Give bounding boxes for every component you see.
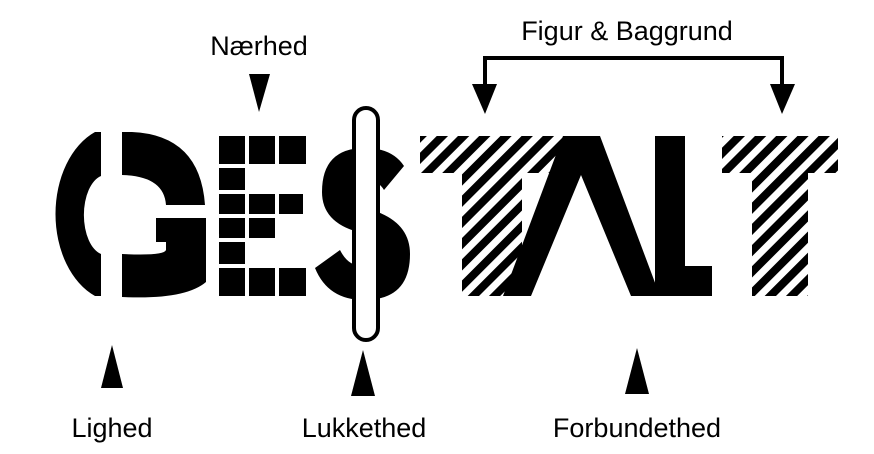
letter-t2-hatched-icon: [722, 136, 838, 296]
connectedness-arrow-icon: [625, 348, 649, 394]
closure-arrow-icon: [351, 350, 375, 396]
label-closure: Lukkethed: [302, 413, 427, 443]
label-similarity: Lighed: [71, 413, 152, 443]
similarity-arrow-icon: [101, 345, 123, 388]
letter-al-connected-icon: [503, 136, 712, 296]
label-proximity: Nærhed: [210, 31, 308, 61]
letter-e-bricks-icon: [219, 136, 306, 296]
letter-s-dollar-icon: [315, 106, 410, 342]
letter-t-hatched-icon: [420, 136, 568, 296]
letter-g-icon: [55, 132, 206, 298]
figure-ground-bracket-icon: [472, 56, 795, 114]
proximity-arrow-icon: [249, 74, 270, 112]
label-connectedness: Forbundethed: [553, 413, 721, 443]
label-figure-ground: Figur & Baggrund: [521, 16, 733, 46]
